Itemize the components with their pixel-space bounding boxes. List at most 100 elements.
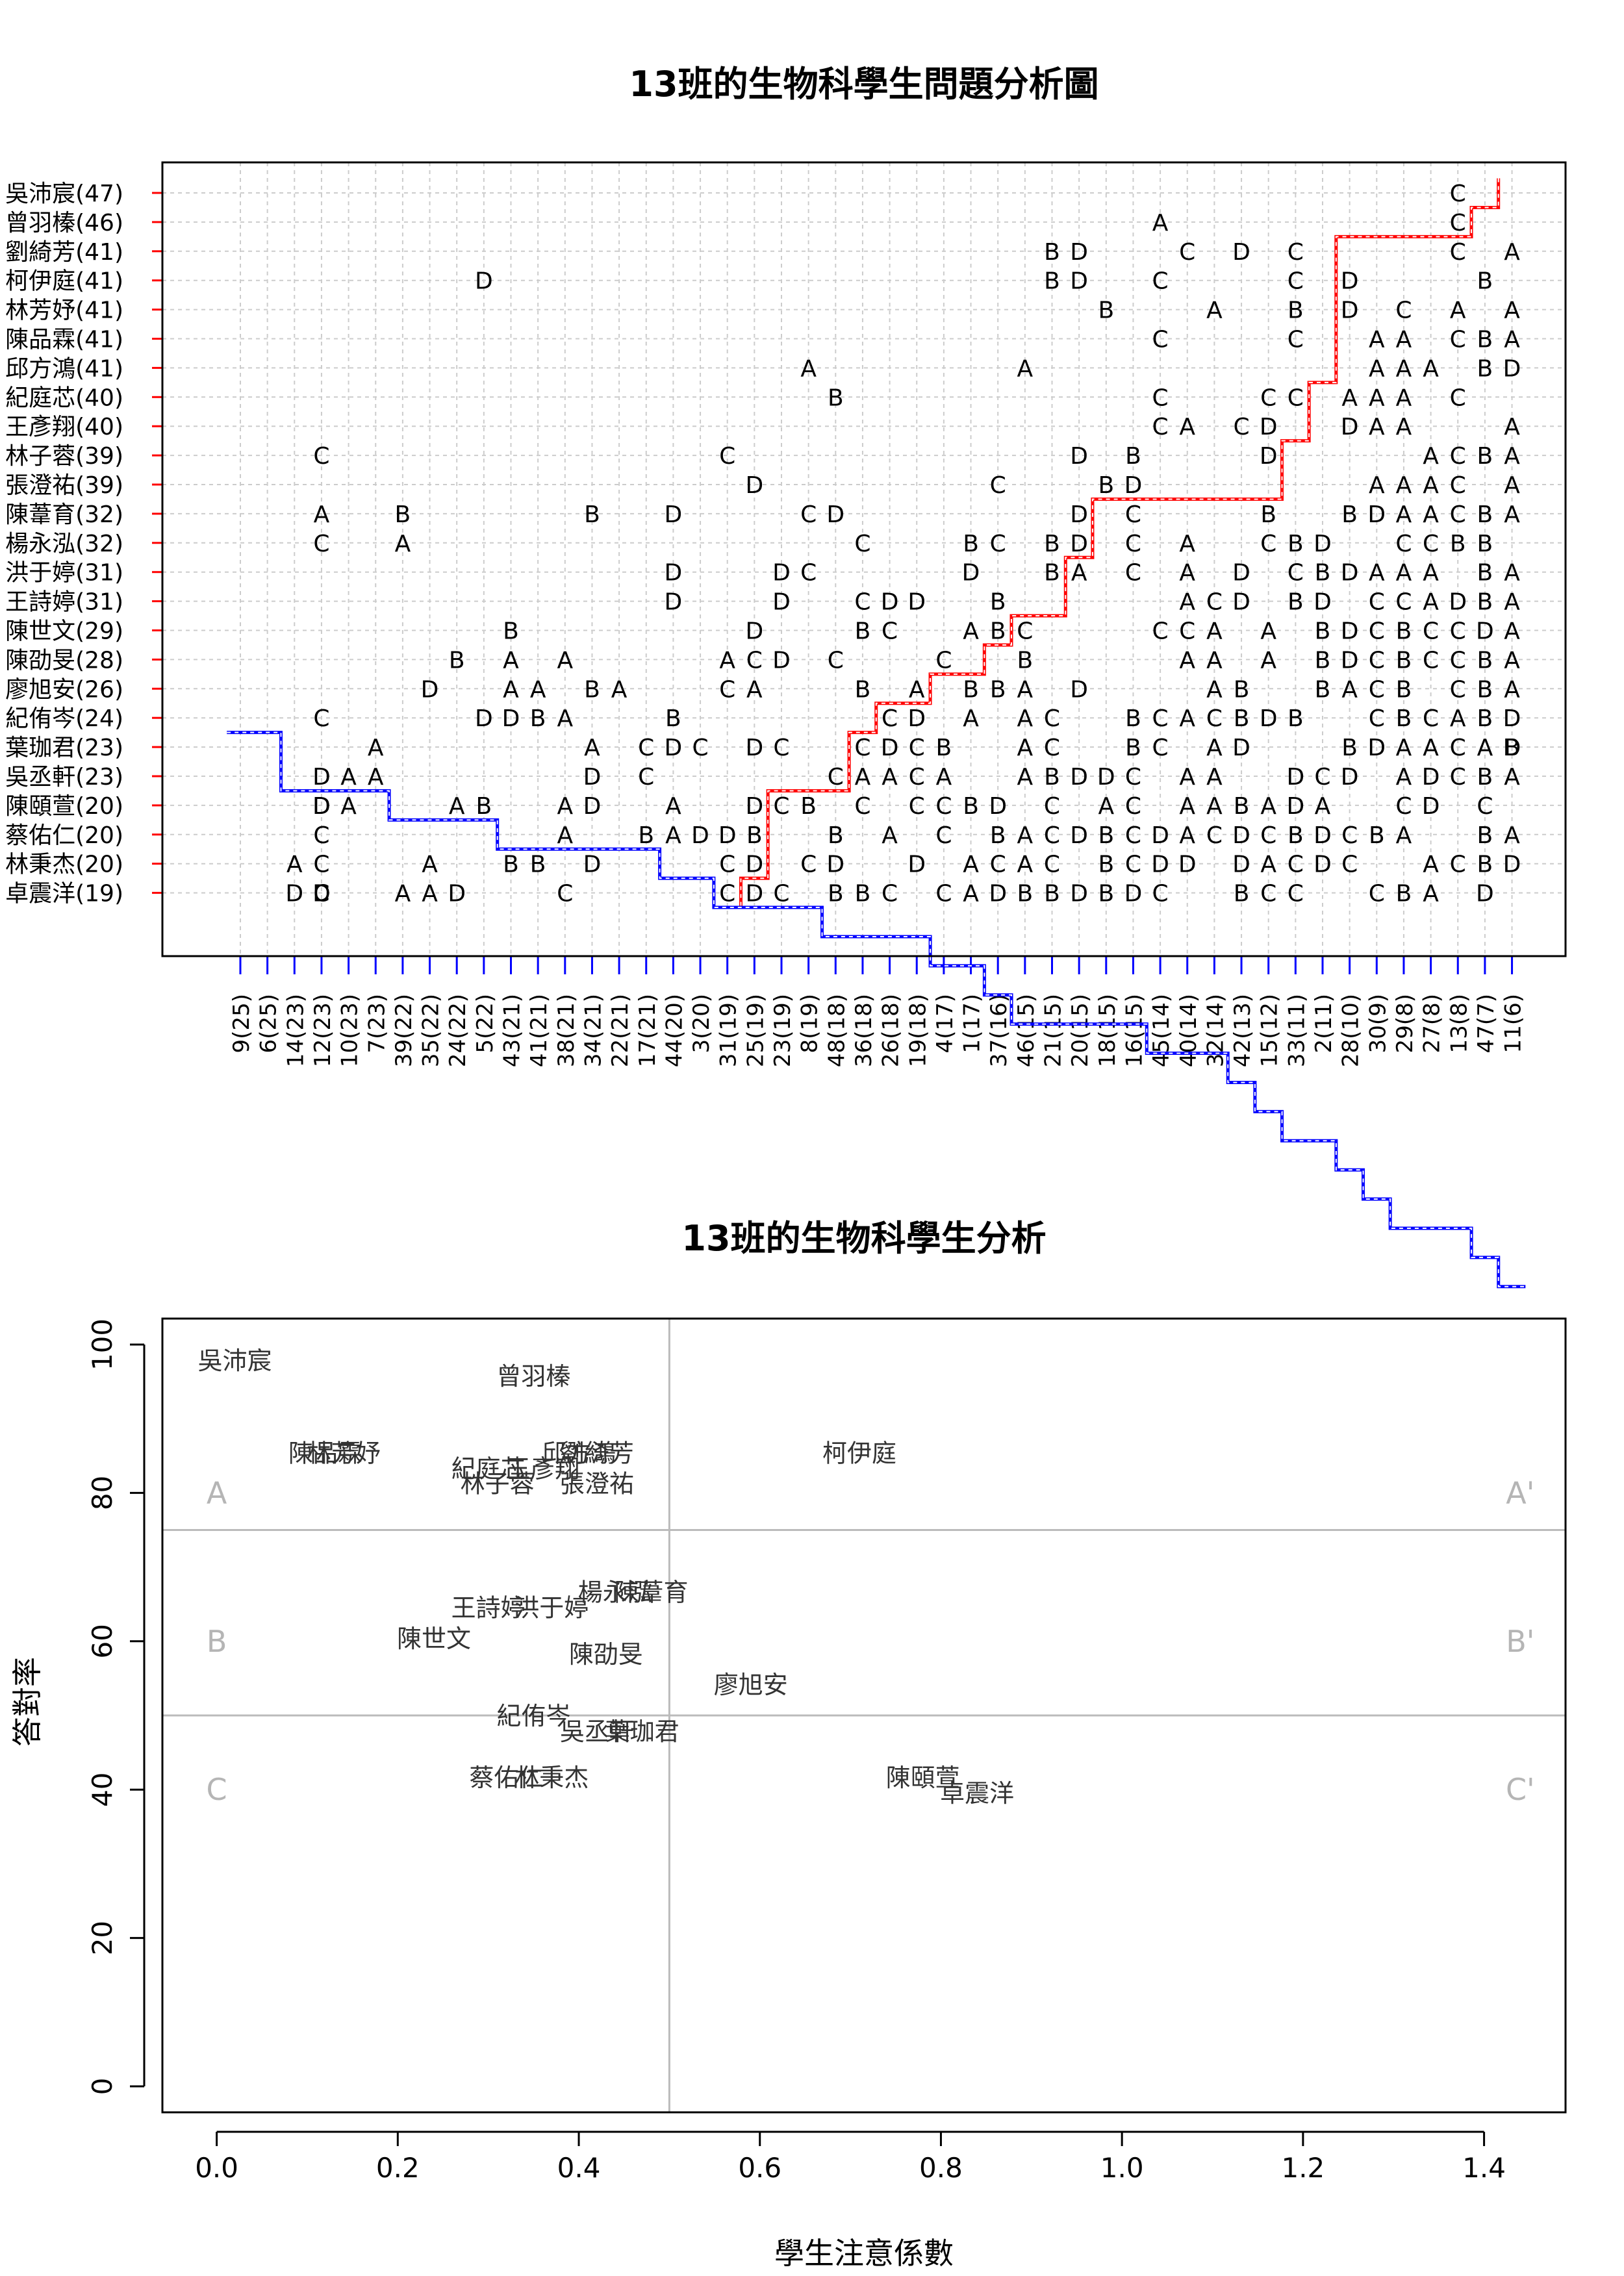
answer-mark: C <box>773 793 789 820</box>
answer-mark: C <box>882 705 898 732</box>
answer-mark: C <box>313 443 329 470</box>
answer-mark: A <box>1504 472 1520 499</box>
answer-mark: A <box>1423 501 1439 528</box>
answer-mark: B <box>1234 705 1250 732</box>
zone-label: A' <box>1506 1475 1534 1510</box>
answer-mark: C <box>800 852 817 878</box>
question-col-label: 28(10) <box>1338 994 1364 1067</box>
answer-mark: B <box>1477 355 1493 382</box>
zone-label: B <box>207 1624 227 1659</box>
question-col-label: 43(21) <box>500 994 526 1067</box>
answer-mark: A <box>963 618 979 645</box>
answer-mark: B <box>395 501 411 528</box>
question-col-label: 2(11) <box>1311 994 1337 1053</box>
answer-mark: C <box>1260 531 1276 557</box>
x-tick-label: 1.4 <box>1462 2152 1506 2184</box>
answer-mark: A <box>963 881 979 907</box>
answer-mark: A <box>1504 443 1520 470</box>
answer-mark: A <box>1450 297 1466 324</box>
answer-mark: B <box>828 881 844 907</box>
answer-mark: D <box>826 852 844 878</box>
answer-mark: C <box>1179 239 1195 266</box>
answer-mark: D <box>1286 764 1304 790</box>
answer-mark: A <box>1369 327 1385 353</box>
answer-mark: C <box>692 735 708 761</box>
answer-mark: B <box>1477 589 1493 616</box>
y-tick-label: 20 <box>86 1921 118 1955</box>
answer-mark: C <box>1260 822 1276 849</box>
answer-mark: B <box>990 822 1006 849</box>
answer-mark: A <box>1396 822 1412 849</box>
answer-mark: B <box>1396 881 1412 907</box>
answer-mark: B <box>1260 501 1276 528</box>
answer-mark: D <box>1070 676 1088 703</box>
answer-mark: B <box>1098 297 1114 324</box>
answer-mark: D <box>1232 239 1250 266</box>
answer-mark: A <box>1396 472 1412 499</box>
answer-mark: C <box>909 735 925 761</box>
answer-mark: C <box>1288 385 1304 411</box>
answer-mark: A <box>1450 705 1466 732</box>
question-col-label: 39(22) <box>391 994 417 1067</box>
answer-mark: B <box>665 705 681 732</box>
answer-mark: C <box>313 531 329 557</box>
student-row-label: 陳劭旻(28) <box>5 647 123 674</box>
student-point-label: 柯伊庭 <box>822 1439 896 1468</box>
answer-mark: A <box>1504 297 1520 324</box>
answer-mark: D <box>1313 531 1332 557</box>
answer-mark: D <box>772 647 791 674</box>
answer-mark: D <box>1341 297 1359 324</box>
zone-label: B' <box>1506 1624 1534 1659</box>
student-row-label: 張澄祐(39) <box>5 472 123 499</box>
student-row-label: 陳世文(29) <box>5 618 123 645</box>
answer-mark: A <box>1206 297 1223 324</box>
answer-mark: D <box>989 793 1007 820</box>
student-point-label: 廖旭安 <box>714 1671 788 1699</box>
answer-mark: C <box>719 881 735 907</box>
answer-mark: D <box>745 472 763 499</box>
zone-labels: A A' B B' C C' <box>207 1475 1535 1807</box>
question-col-label: 13(8) <box>1446 994 1472 1053</box>
answer-mark: C <box>1288 268 1304 295</box>
question-col-label: 37(16) <box>986 994 1012 1067</box>
question-col-label: 35(22) <box>418 994 444 1067</box>
answer-mark: C <box>1288 881 1304 907</box>
answer-mark: A <box>909 676 925 703</box>
answer-mark: A <box>719 647 735 674</box>
answer-mark: B <box>1396 647 1412 674</box>
chart1-title: 13班的生物科學生問題分析圖 <box>629 64 1098 105</box>
answer-mark: C <box>935 822 952 849</box>
question-col-label: 4(17) <box>932 994 958 1053</box>
answer-mark: A <box>368 764 384 790</box>
answer-mark: C <box>1395 793 1412 820</box>
answer-mark: B <box>1477 501 1493 528</box>
answer-mark: C <box>1044 852 1060 878</box>
answer-mark: C <box>1477 793 1493 820</box>
answer-mark: C <box>1125 852 1141 878</box>
student-point-label: 王彥翔 <box>505 1455 579 1484</box>
answer-mark: C <box>935 881 952 907</box>
answer-mark: C <box>773 735 789 761</box>
answer-mark: D <box>1070 501 1088 528</box>
student-row-labels: 吳沛宸(47) 曾羽榛(46) 劉綺芳(41)柯伊庭(41)林芳妤(41) 陳品霖(4… <box>5 181 123 907</box>
y-tick-label: 0 <box>86 2078 118 2095</box>
question-col-label: 14(23) <box>283 994 309 1067</box>
answer-mark: C <box>719 443 735 470</box>
answer-mark: A <box>1396 414 1412 440</box>
answer-mark: A <box>882 764 898 790</box>
answer-mark: D <box>745 793 763 820</box>
answer-mark: D <box>312 764 331 790</box>
y-axis-label: 答對率 <box>10 1657 45 1747</box>
question-col-label: 12(23) <box>310 994 336 1067</box>
question-col-label: 44(20) <box>661 994 687 1067</box>
answer-mark: C <box>1206 822 1223 849</box>
answer-mark: D <box>665 560 683 587</box>
answer-mark: A <box>1504 501 1520 528</box>
answer-mark: A <box>1396 355 1412 382</box>
answer-mark: A <box>286 852 303 878</box>
question-col-label: 33(11) <box>1284 994 1310 1067</box>
question-col-label: 8(19) <box>797 994 823 1053</box>
answer-mark: C <box>719 852 735 878</box>
